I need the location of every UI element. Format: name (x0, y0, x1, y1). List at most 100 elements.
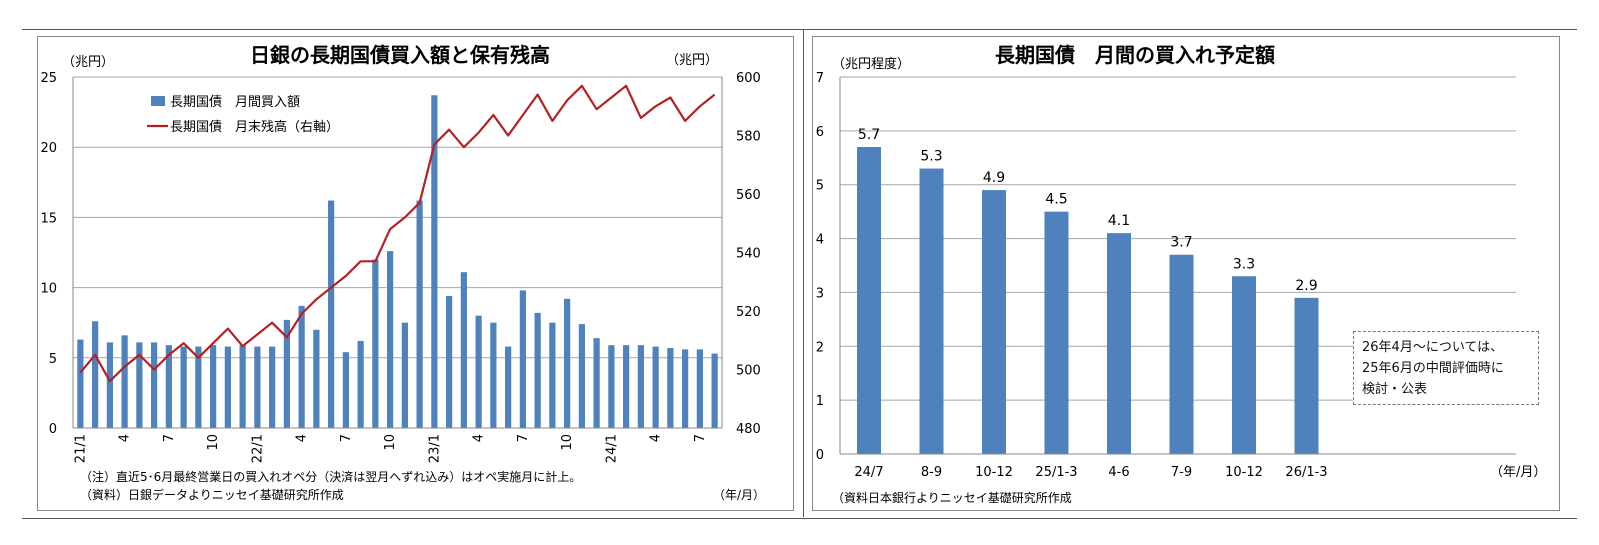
left-x-tick-label: 10 (383, 434, 398, 451)
annotation-line-1: 26年4月～については、 (1362, 340, 1504, 355)
right-y-tick-label: 560 (736, 188, 761, 203)
right-x-tick: 4-6 (1108, 465, 1129, 480)
right-bar-value: 4.9 (983, 170, 1005, 186)
left-bar (283, 319, 290, 428)
left-bar (505, 346, 512, 428)
left-x-tick-label: 24/1 (604, 434, 619, 463)
left-series-line (79, 84, 716, 383)
right-bar-value: 5.7 (858, 127, 880, 143)
left-bar (224, 346, 231, 428)
right-bar (1107, 233, 1131, 454)
left-bar (239, 345, 246, 428)
right-bar-value: 2.9 (1295, 278, 1317, 294)
annotation-box: 26年4月～については、 25年6月の中間評価時に 検討・公表 (1353, 331, 1539, 405)
left-bar (106, 342, 113, 428)
left-bar (711, 353, 718, 428)
right-y-unit: （兆円程度） (832, 56, 910, 72)
left-bar (357, 340, 364, 428)
left-y-tick-label: 25 (40, 71, 57, 86)
right-x-tick: 25/1-3 (1035, 465, 1077, 480)
left-bar (313, 329, 320, 428)
right-x-tick: 7-9 (1171, 465, 1192, 480)
right-y-tick-label: 540 (736, 247, 761, 262)
left-bar (652, 346, 659, 428)
left-y-left-unit: （兆円） (62, 55, 114, 70)
left-bar (490, 322, 497, 428)
left-bar (401, 322, 408, 428)
left-x-tick-label: 4 (295, 434, 310, 442)
right-bar (1169, 254, 1194, 454)
right-bar-value: 3.7 (1170, 235, 1192, 251)
outer-border (22, 29, 1577, 519)
right-bar-value: 3.3 (1233, 256, 1255, 272)
left-note-2: （資料）日銀データよりニッセイ基礎研究所作成 (80, 487, 344, 502)
left-bar (519, 290, 526, 428)
left-bar (549, 322, 556, 428)
left-y-right-unit: （兆円） (666, 53, 718, 68)
right-y-tick: 1 (816, 394, 824, 409)
left-bar (564, 298, 571, 428)
left-bar (254, 346, 261, 428)
right-y-tick: 4 (816, 233, 824, 248)
left-x-tick-label: 7 (516, 434, 531, 442)
right-bar-value: 4.1 (1108, 213, 1130, 229)
left-x-tick-label: 4 (649, 434, 664, 442)
left-bar (328, 200, 335, 428)
left-bar (342, 352, 349, 428)
right-x-unit: （年/月） (1490, 465, 1546, 480)
left-bar (269, 346, 276, 428)
right-source: （資料日本銀行よりニッセイ基礎研究所作成 (832, 490, 1072, 505)
legend-line-label: 長期国債 月末残高（右軸） (170, 119, 339, 135)
right-bar (1294, 297, 1319, 454)
left-bar (136, 342, 143, 428)
right-y-tick: 3 (816, 286, 824, 301)
right-x-tick: 10-12 (975, 465, 1013, 480)
left-bar (77, 339, 84, 428)
right-bar (982, 190, 1006, 454)
right-y-tick-label: 580 (736, 130, 761, 145)
left-bar (431, 95, 438, 428)
left-y-tick-label: 0 (49, 422, 57, 437)
left-bar (475, 315, 482, 428)
left-x-tick-label: 7 (339, 434, 354, 442)
right-x-tick: 10-12 (1225, 465, 1263, 480)
left-x-tick-label: 10 (560, 434, 575, 451)
legend-bar-label: 長期国債 月間買入額 (170, 95, 300, 110)
left-y-tick-label: 5 (49, 352, 57, 367)
right-y-tick: 7 (816, 71, 824, 86)
right-y-tick-label: 520 (736, 305, 761, 320)
left-bar (696, 349, 703, 428)
left-x-unit: （年/月） (713, 488, 765, 502)
left-bar (210, 345, 217, 428)
right-bar (919, 168, 944, 455)
panel-divider (803, 29, 804, 517)
annotation-line-2: 25年6月の中間評価時に (1362, 361, 1504, 376)
left-bar (92, 321, 99, 428)
left-bar (637, 345, 644, 428)
left-x-tick-label: 7 (693, 434, 708, 442)
left-bar (593, 338, 600, 428)
left-bar (682, 349, 689, 428)
right-x-tick: 8-9 (921, 465, 942, 480)
right-y-tick: 2 (816, 340, 824, 355)
right-y-tick: 0 (816, 448, 824, 463)
left-bar (121, 335, 128, 428)
left-x-tick-label: 4 (118, 434, 133, 442)
left-chart-title: 日銀の長期国債買入額と保有残高 (250, 43, 550, 67)
right-bar (1044, 211, 1069, 454)
left-bar (298, 305, 305, 428)
right-bar (1232, 276, 1256, 454)
left-x-tick-label: 4 (472, 434, 487, 442)
right-x-tick: 26/1-3 (1285, 465, 1327, 480)
left-x-tick-label: 22/1 (250, 434, 265, 463)
legend-bar-swatch (151, 96, 165, 106)
right-y-tick: 5 (816, 179, 824, 194)
left-bar (195, 346, 202, 428)
left-x-tick-label: 21/1 (73, 434, 88, 463)
right-bar-value: 5.3 (920, 149, 942, 165)
left-x-tick-label: 23/1 (427, 434, 442, 463)
left-note-1: （注）直近5･6月最終営業日の買入れオペ分（決済は翌月へずれ込み）はオペ実施月に… (80, 469, 581, 484)
left-y-tick-label: 20 (40, 141, 57, 156)
